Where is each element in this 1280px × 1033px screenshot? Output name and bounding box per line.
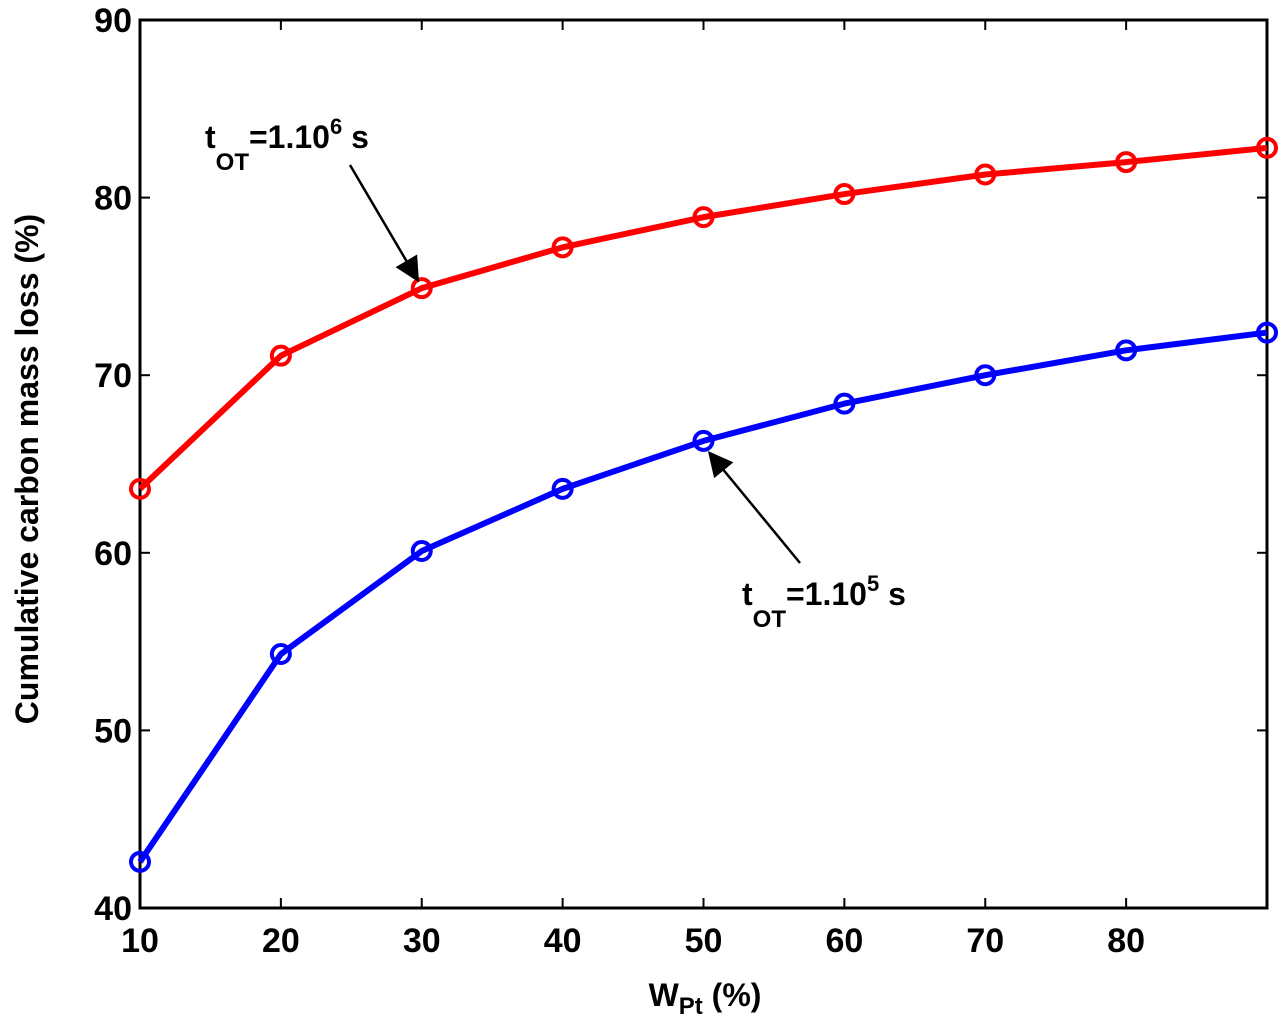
x-axis-label: WPt (%) bbox=[649, 977, 762, 1020]
x-tick-label: 10 bbox=[121, 922, 159, 960]
data-point bbox=[833, 392, 856, 415]
annotation-arrow bbox=[707, 450, 801, 564]
data-point bbox=[551, 477, 574, 500]
annotation-1: tOT=1.105 s bbox=[707, 450, 906, 633]
data-point bbox=[1256, 136, 1278, 159]
y-tick-label: 50 bbox=[94, 712, 132, 750]
y-tick-label: 40 bbox=[94, 890, 132, 928]
data-point bbox=[1115, 339, 1138, 362]
y-tick-label: 90 bbox=[94, 2, 132, 40]
x-axis-label-sub: Pt bbox=[679, 993, 703, 1020]
series-layer bbox=[129, 136, 1278, 873]
x-axis-label-main: W bbox=[649, 977, 680, 1013]
ticks: 10 20 30 40 50 60 70 80 40 50 60 70 80 90 bbox=[94, 2, 1267, 960]
x-tick-label: 30 bbox=[403, 922, 441, 960]
y-axis-label: Cumulative carbon mass loss (%) bbox=[9, 214, 45, 724]
data-point bbox=[833, 183, 856, 206]
annotation-layer: tOT=1.106 s tOT=1.105 s bbox=[205, 114, 906, 633]
data-point bbox=[129, 477, 151, 500]
data-point bbox=[551, 236, 574, 259]
data-point bbox=[1256, 321, 1278, 344]
annotation-arrow bbox=[348, 164, 420, 283]
x-tick-label: 50 bbox=[685, 922, 723, 960]
x-tick-label: 80 bbox=[1107, 922, 1145, 960]
series-line bbox=[137, 329, 1268, 864]
annotation-0: tOT=1.106 s bbox=[205, 114, 420, 283]
x-tick-label: 20 bbox=[262, 922, 300, 960]
series-line bbox=[137, 144, 1268, 492]
x-tick-label: 40 bbox=[544, 922, 582, 960]
data-point bbox=[974, 364, 997, 387]
data-point bbox=[692, 429, 715, 452]
data-point bbox=[692, 206, 715, 229]
data-point bbox=[410, 277, 433, 300]
y-tick-label: 70 bbox=[94, 357, 132, 395]
data-point bbox=[1115, 151, 1138, 174]
data-point bbox=[269, 643, 292, 666]
annotation-text: tOT=1.106 s bbox=[205, 114, 369, 176]
y-tick-label: 80 bbox=[94, 180, 132, 218]
series-0 bbox=[129, 136, 1278, 500]
annotation-text: tOT=1.105 s bbox=[742, 571, 906, 633]
y-tick-label: 60 bbox=[94, 535, 132, 573]
x-tick-label: 60 bbox=[825, 922, 863, 960]
data-point bbox=[129, 850, 151, 873]
data-point bbox=[269, 344, 292, 367]
data-point bbox=[410, 540, 433, 563]
data-point bbox=[974, 163, 997, 186]
series-1 bbox=[129, 321, 1278, 873]
x-axis-label-rest: (%) bbox=[703, 977, 762, 1013]
x-tick-label: 70 bbox=[966, 922, 1004, 960]
